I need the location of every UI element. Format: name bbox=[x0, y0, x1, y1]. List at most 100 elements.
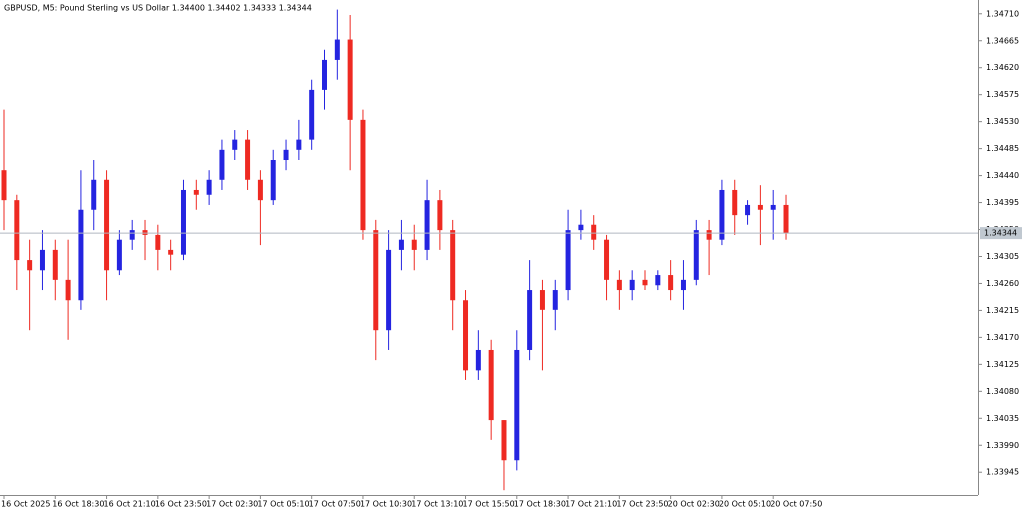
x-tick-label: 17 Oct 15:50 bbox=[463, 500, 515, 509]
chart-title: GBPUSD, M5: Pound Sterling vs US Dollar … bbox=[4, 4, 312, 13]
candle-body bbox=[693, 230, 699, 280]
candle-body bbox=[488, 349, 494, 421]
candle-body bbox=[322, 59, 327, 90]
candle-body bbox=[642, 279, 648, 286]
candle-body bbox=[14, 200, 20, 261]
candle-body bbox=[629, 279, 635, 291]
y-tick-label: 1.34440 bbox=[986, 171, 1019, 180]
candle-body bbox=[668, 275, 674, 291]
y-tick-label: 1.34215 bbox=[986, 306, 1019, 315]
candle-body bbox=[193, 189, 199, 195]
candle-body bbox=[309, 89, 315, 140]
candle-body bbox=[116, 239, 122, 271]
candle-body bbox=[373, 230, 379, 331]
y-tick-label: 1.34170 bbox=[986, 333, 1019, 342]
y-tick-label: 1.33990 bbox=[986, 441, 1019, 450]
candle-body bbox=[514, 349, 520, 461]
y-tick-label: 1.33945 bbox=[986, 468, 1019, 477]
x-tick-label: 17 Oct 13:10 bbox=[411, 500, 463, 509]
candle-body bbox=[527, 290, 533, 350]
candle-body bbox=[463, 300, 469, 371]
candle-body bbox=[552, 290, 558, 310]
candle-body bbox=[180, 189, 186, 255]
candle-body bbox=[296, 139, 302, 150]
candle-body bbox=[680, 279, 686, 291]
x-tick-label: 17 Oct 05:10 bbox=[257, 500, 309, 509]
x-tick-label: 20 Oct 05:10 bbox=[719, 500, 771, 509]
candle-body bbox=[219, 149, 225, 180]
candle-body bbox=[501, 420, 507, 461]
candle-body bbox=[591, 224, 597, 240]
candle-body bbox=[732, 189, 738, 216]
x-tick-label: 20 Oct 07:50 bbox=[770, 500, 822, 509]
y-tick-label: 1.34575 bbox=[986, 90, 1019, 99]
x-tick-label: 16 Oct 21:10 bbox=[104, 500, 156, 509]
y-tick-label: 1.34125 bbox=[986, 360, 1019, 369]
candle-body bbox=[1, 170, 7, 201]
candle-body bbox=[745, 204, 751, 216]
candle-body bbox=[770, 204, 776, 210]
y-tick-label: 1.34485 bbox=[986, 144, 1019, 153]
candle-body bbox=[52, 249, 58, 280]
candle-body bbox=[424, 200, 430, 250]
candle-body bbox=[719, 189, 725, 240]
candle-body bbox=[616, 279, 622, 291]
y-tick-label: 1.34080 bbox=[986, 387, 1019, 396]
candle-body bbox=[783, 204, 789, 234]
candle-body bbox=[129, 230, 135, 240]
candle-body bbox=[245, 139, 251, 180]
candle-body bbox=[65, 279, 71, 301]
candle-body bbox=[78, 209, 84, 301]
candle-body bbox=[539, 290, 545, 310]
candle-body bbox=[168, 249, 174, 255]
x-tick-label: 16 Oct 2025 bbox=[1, 500, 50, 509]
x-tick-label: 17 Oct 21:10 bbox=[565, 500, 617, 509]
candle-body bbox=[450, 230, 456, 301]
candle-body bbox=[104, 179, 110, 271]
candle-body bbox=[155, 234, 161, 250]
candle-body bbox=[232, 139, 238, 150]
candle-body bbox=[706, 230, 712, 240]
candle-body bbox=[347, 39, 353, 120]
candle-body bbox=[398, 239, 404, 250]
x-tick-label: 16 Oct 23:50 bbox=[155, 500, 207, 509]
x-tick-label: 17 Oct 23:50 bbox=[616, 500, 668, 509]
candle-body bbox=[206, 179, 212, 195]
candle-body bbox=[39, 249, 45, 271]
candle-body bbox=[27, 260, 33, 271]
x-tick-label: 17 Oct 10:30 bbox=[360, 500, 412, 509]
candle-body bbox=[270, 160, 276, 201]
x-tick-label: 17 Oct 07:50 bbox=[309, 500, 361, 509]
candle-body bbox=[411, 239, 417, 250]
y-tick-label: 1.34260 bbox=[986, 279, 1019, 288]
y-tick-label: 1.34395 bbox=[986, 198, 1019, 207]
y-tick-label: 1.34035 bbox=[986, 414, 1019, 423]
candle-body bbox=[578, 224, 584, 231]
y-tick-label: 1.34620 bbox=[986, 63, 1019, 72]
y-tick-label: 1.34530 bbox=[986, 117, 1019, 126]
candle-body bbox=[142, 230, 148, 235]
x-tick-label: 17 Oct 18:30 bbox=[514, 500, 566, 509]
current-price-label: 1.34344 bbox=[984, 229, 1017, 238]
candle-body bbox=[257, 179, 263, 201]
candle-body bbox=[283, 149, 289, 161]
y-tick-label: 1.34710 bbox=[986, 9, 1019, 18]
candle-body bbox=[475, 349, 481, 371]
x-tick-label: 20 Oct 02:30 bbox=[668, 500, 720, 509]
y-tick-label: 1.34305 bbox=[986, 252, 1019, 261]
candle-body bbox=[655, 275, 661, 286]
candle-body bbox=[91, 179, 97, 210]
current-price-box bbox=[980, 227, 1022, 240]
y-tick-label: 1.34665 bbox=[986, 36, 1019, 45]
candle-body bbox=[360, 119, 366, 231]
candle-body bbox=[604, 239, 610, 280]
x-tick-label: 16 Oct 18:30 bbox=[52, 500, 104, 509]
candle-body bbox=[437, 200, 443, 231]
candle-body bbox=[334, 39, 340, 60]
x-tick-label: 17 Oct 02:30 bbox=[206, 500, 258, 509]
candle-body bbox=[757, 204, 763, 210]
candle-body bbox=[386, 249, 392, 331]
